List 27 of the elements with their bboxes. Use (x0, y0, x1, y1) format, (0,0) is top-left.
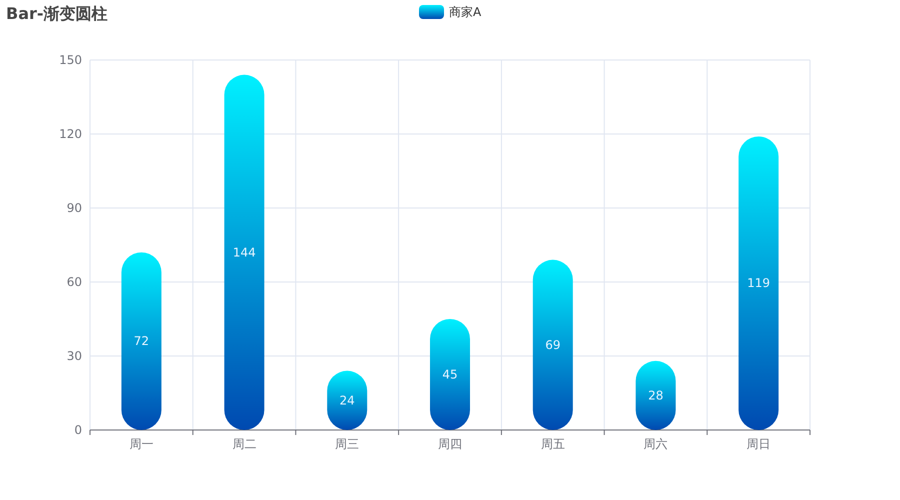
data-label: 28 (648, 388, 664, 402)
y-tick-label: 120 (59, 127, 82, 141)
y-tick-label: 0 (74, 423, 82, 437)
x-tick-label: 周一 (129, 437, 154, 451)
bar (121, 252, 162, 430)
legend-label: 商家A (449, 5, 482, 19)
y-tick-label: 150 (59, 53, 82, 67)
bar (224, 74, 264, 430)
data-label: 69 (545, 338, 560, 352)
x-tick-label: 周二 (232, 437, 256, 451)
x-tick-label: 周五 (540, 437, 565, 451)
x-tick-label: 周日 (746, 437, 771, 451)
y-tick-label: 60 (66, 275, 82, 289)
y-tick-label: 30 (66, 349, 82, 363)
data-label: 45 (442, 368, 458, 382)
x-tick-label: 周六 (644, 437, 668, 451)
x-tick-label: 周三 (335, 437, 360, 451)
data-label: 144 (232, 245, 256, 260)
bar (532, 260, 573, 430)
chart-title: Bar-渐变圆柱 (6, 4, 108, 23)
bar (430, 319, 470, 430)
bar (738, 136, 779, 430)
y-tick-label: 90 (66, 201, 82, 215)
data-label: 72 (134, 334, 150, 348)
data-label: 24 (340, 393, 355, 408)
x-tick-label: 周四 (438, 437, 462, 451)
data-label: 119 (747, 276, 770, 290)
